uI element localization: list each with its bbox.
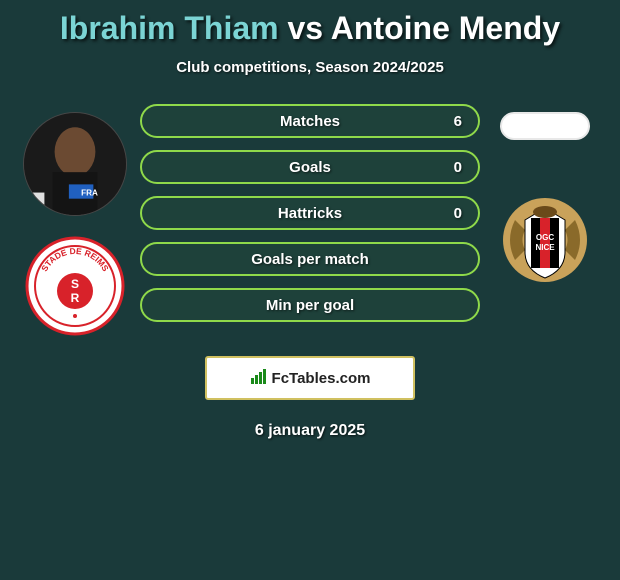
player2-name: Antoine Mendy [331, 10, 560, 46]
stats-column: Matches 6 Goals 0 Hattricks 0 Goals per match M… [135, 104, 485, 322]
svg-text:OGC: OGC [536, 233, 554, 242]
svg-text:R: R [71, 291, 80, 305]
stat-row: Goals per match [140, 242, 480, 276]
player2-club-logo: OGC NICE [495, 190, 595, 290]
page-title: Ibrahim Thiam vs Antoine Mendy [60, 10, 560, 47]
svg-text:S: S [71, 277, 79, 291]
stat-label: Min per goal [266, 297, 354, 314]
vs-label: vs [287, 10, 323, 46]
main-row: FRA STADE DE REIMS S R [0, 104, 620, 336]
svg-text:FRA: FRA [81, 189, 98, 198]
stat-row: Min per goal [140, 288, 480, 322]
stat-label: Matches [280, 113, 340, 130]
stat-label: Goals per match [251, 251, 369, 268]
stat-label: Hattricks [278, 205, 342, 222]
date-label: 6 january 2025 [255, 422, 365, 440]
player1-column: FRA STADE DE REIMS S R [15, 104, 135, 336]
subtitle: Club competitions, Season 2024/2025 [176, 59, 444, 76]
player2-flag [500, 112, 590, 140]
stat-row: Goals 0 [140, 150, 480, 184]
stat-label: Goals [289, 159, 331, 176]
player1-name: Ibrahim Thiam [60, 10, 279, 46]
attribution-badge: FcTables.com [205, 356, 415, 400]
player2-column: OGC NICE [485, 104, 605, 290]
stat-p2-value: 0 [454, 205, 462, 222]
chart-icon [250, 367, 268, 389]
player1-club-logo: STADE DE REIMS S R [25, 236, 125, 336]
comparison-card: Ibrahim Thiam vs Antoine Mendy Club comp… [0, 0, 620, 440]
attribution-text: FcTables.com [272, 370, 371, 387]
player1-avatar: FRA [23, 112, 127, 216]
stat-p2-value: 0 [454, 159, 462, 176]
stat-row: Hattricks 0 [140, 196, 480, 230]
stat-row: Matches 6 [140, 104, 480, 138]
stat-p2-value: 6 [454, 113, 462, 130]
svg-text:NICE: NICE [535, 243, 555, 252]
